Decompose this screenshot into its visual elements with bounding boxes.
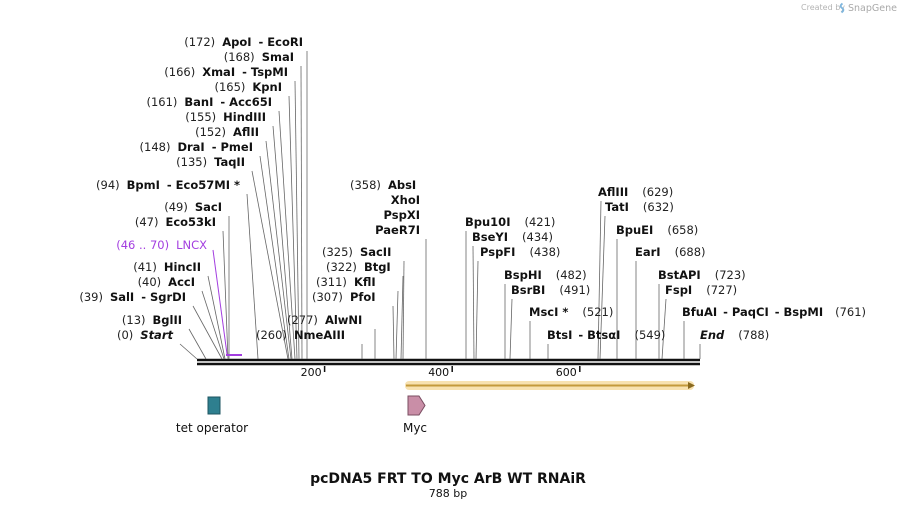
site-label: BsrBI (491) <box>511 283 590 297</box>
site-label: (155) HindIII <box>185 110 266 124</box>
lncx-feature <box>212 249 242 356</box>
leader-line <box>599 215 606 360</box>
site-label: (172) ApoI - EcoRI <box>184 35 303 49</box>
site-label: (166) XmaI - TspMI <box>164 65 288 79</box>
axis-tick-label: 600 <box>556 366 577 379</box>
feature-myc: Myc <box>403 395 427 435</box>
site-label: (0) Start <box>117 328 174 342</box>
site-label: (49) SacI <box>164 200 222 214</box>
leader-line <box>265 140 292 360</box>
leader-line <box>278 110 296 360</box>
snapgene-logo-icon <box>839 2 845 14</box>
site-leader-lines <box>179 51 701 360</box>
site-label: (277) AlwNI <box>287 313 362 327</box>
leader-line <box>294 80 300 360</box>
site-label: (165) KpnI <box>214 80 282 94</box>
leader-line <box>475 260 479 360</box>
map-title: pcDNA5 FRT TO Myc ArB WT RNAiR <box>310 471 586 487</box>
site-label: (260) NmeAIII <box>256 328 345 342</box>
leader-line <box>402 260 405 360</box>
site-label: (39) SalI - SgrDI <box>79 290 186 304</box>
site-label: MscI * (521) <box>529 305 613 319</box>
leader-line <box>179 343 198 360</box>
site-label: BfuAI - PaqCI - BspMI (761) <box>682 305 866 319</box>
site-label: (13) BglII <box>122 313 182 327</box>
credit-prefix: Created by <box>801 3 845 12</box>
leader-line <box>192 305 223 360</box>
leader-line <box>201 290 225 360</box>
site-label: (325) SacII <box>322 245 391 259</box>
site-label: (168) SmaI <box>224 50 294 64</box>
site-label: PspFI (438) <box>480 245 560 259</box>
site-label: (311) KflI <box>316 275 376 289</box>
axis-tick-label: 400 <box>428 366 449 379</box>
site-label: (40) AccI <box>138 275 195 289</box>
leader-line <box>288 95 298 360</box>
site-label: (307) PfoI <box>312 290 376 304</box>
site-label: TatI (632) <box>605 200 674 214</box>
site-label: FspI (727) <box>665 283 737 297</box>
site-label: EarI (688) <box>635 245 706 259</box>
tet-operator-label: tet operator <box>176 421 248 435</box>
site-label: PspXI <box>384 208 420 222</box>
leader-line <box>597 200 602 360</box>
leader-line <box>272 125 293 360</box>
feature-tet-operator: tet operator <box>176 396 248 435</box>
site-label: PaeR7I <box>375 223 420 237</box>
site-label: (358) AbsI <box>350 178 416 192</box>
feature-label-lncx: (46 .. 70) LNCX <box>116 238 207 252</box>
leader-line <box>207 275 226 360</box>
site-label: (322) BtgI <box>326 260 391 274</box>
leader-line <box>395 290 399 360</box>
leader-line <box>246 193 259 360</box>
leader-line <box>509 298 513 360</box>
credit-brand: SnapGene <box>848 3 897 14</box>
site-label: BstAPI (723) <box>658 268 746 282</box>
site-label: (148) DraI - PmeI <box>140 140 253 154</box>
map-subtitle: 788 bp <box>429 487 467 500</box>
site-label: BpuEI (658) <box>616 223 698 237</box>
orf-arrow <box>405 381 695 390</box>
site-label: BspHI (482) <box>504 268 587 282</box>
leader-line <box>300 65 303 360</box>
leader-line <box>392 305 395 360</box>
site-label: (161) BanI - Acc65I <box>146 95 272 109</box>
site-label: End (788) <box>700 328 769 342</box>
axis-tick-label: 200 <box>301 366 322 379</box>
site-label: AflIII (629) <box>598 185 673 199</box>
site-label: (135) TaqII <box>176 155 245 169</box>
leader-line <box>472 245 475 360</box>
site-label: (47) Eco53kI <box>135 215 216 229</box>
site-label: (94) BpmI - Eco57MI * <box>96 178 240 192</box>
leader-line <box>251 170 289 360</box>
leader-line <box>400 275 404 360</box>
site-label: (152) AflII <box>195 125 259 139</box>
site-label: BtsI - BtsαI (549) <box>547 328 665 342</box>
leader-line <box>222 230 229 360</box>
site-label: Bpu10I (421) <box>465 215 555 229</box>
site-label: XhoI <box>391 193 420 207</box>
leader-line <box>188 328 207 360</box>
leader-line <box>661 298 667 360</box>
site-label: BseYI (434) <box>472 230 553 244</box>
site-label: (41) HincII <box>133 260 201 274</box>
sequence-backbone <box>197 358 700 366</box>
myc-label: Myc <box>403 421 427 435</box>
leader-line <box>259 155 290 360</box>
axis-ticks: 200 400 600 <box>301 366 581 379</box>
